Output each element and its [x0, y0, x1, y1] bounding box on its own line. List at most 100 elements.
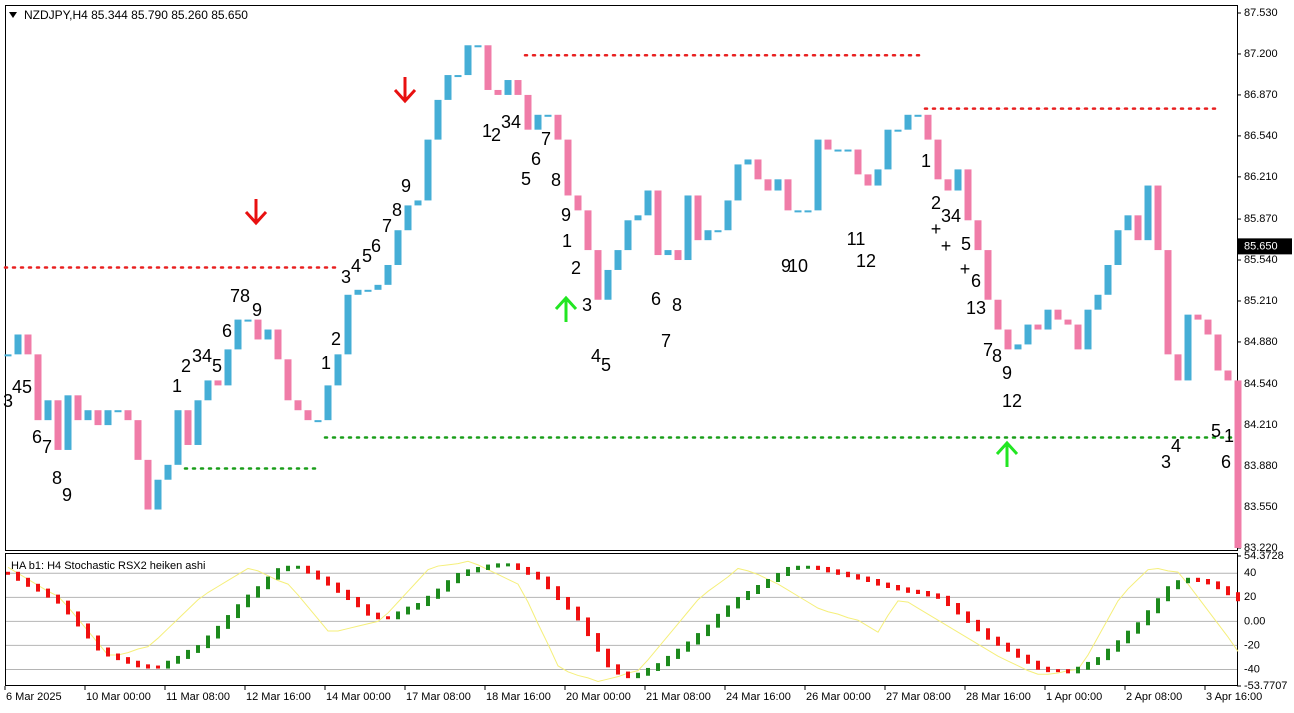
candle [504, 80, 512, 95]
count-label: 6 [371, 236, 381, 256]
count-label: 5 [362, 246, 372, 266]
count-label: 8 [551, 170, 561, 190]
y-tick-label: 83.880 [1244, 460, 1278, 472]
x-tick-label: 12 Mar 16:00 [246, 691, 311, 703]
count-label: 3 [341, 267, 351, 287]
candle [914, 114, 922, 117]
count-label: 7 [661, 331, 671, 351]
candle [704, 230, 712, 241]
y-tick-label: -40 [1244, 663, 1260, 675]
count-label: + [941, 236, 952, 256]
candle [204, 380, 212, 401]
candle [44, 400, 52, 421]
candle [654, 190, 662, 256]
candle [584, 210, 592, 251]
candle [414, 200, 422, 206]
candle [284, 359, 292, 401]
x-tick-label: 21 Mar 08:00 [646, 691, 711, 703]
count-label: 1 [321, 353, 331, 373]
count-label: 1 [1224, 426, 1234, 446]
y-tick-label: 87.530 [1244, 7, 1278, 19]
count-label: 34 [192, 346, 212, 366]
candle [1104, 264, 1112, 295]
count-label: 3 [582, 295, 592, 315]
y-tick-label: 86.210 [1244, 171, 1278, 183]
candle [864, 174, 872, 186]
y-tick-label: 84.540 [1244, 378, 1278, 390]
candle [344, 294, 352, 355]
count-label: 10 [788, 256, 808, 276]
candle [84, 410, 92, 421]
y-tick-label: 20 [1244, 591, 1256, 603]
candle [624, 220, 632, 251]
count-label: 8 [392, 200, 402, 220]
buy-arrow [554, 295, 1019, 467]
y-tick-label: 86.870 [1244, 89, 1278, 101]
count-label: 6 [32, 427, 42, 447]
count-label: 1 [921, 151, 931, 171]
y-tick-label: 85.870 [1244, 213, 1278, 225]
last-price-label: 85.650 [1244, 240, 1278, 252]
count-label: 12 [1002, 391, 1022, 411]
candle [274, 329, 282, 360]
count-label: 5 [521, 169, 531, 189]
candle [74, 395, 82, 421]
x-tick-label: 24 Mar 16:00 [726, 691, 791, 703]
candle [614, 250, 622, 270]
count-label: 2 [491, 125, 501, 145]
candle [494, 89, 502, 95]
candle [154, 479, 162, 510]
x-tick-label: 10 Mar 00:00 [86, 691, 151, 703]
y-tick-label: 86.540 [1244, 130, 1278, 142]
count-label: 5 [212, 356, 222, 376]
candle [1204, 319, 1212, 335]
x-tick-label: 14 Mar 00:00 [326, 691, 391, 703]
x-tick-label: 11 Mar 08:00 [166, 691, 230, 703]
candle [714, 230, 722, 233]
candle [924, 114, 932, 140]
candle [1184, 314, 1192, 381]
count-label: 6 [651, 289, 661, 309]
candle [554, 114, 562, 140]
x-tick-label: 20 Mar 00:00 [566, 691, 631, 703]
candle [1074, 324, 1082, 350]
count-label: 45 [12, 377, 32, 397]
candle [404, 205, 412, 231]
indicator-title: HA b1: H4 Stochastic RSX2 heiken ashi [11, 560, 205, 572]
main-frame [5, 5, 1238, 551]
candle [954, 169, 962, 191]
candle [964, 169, 972, 221]
candle [824, 139, 832, 150]
candle [374, 284, 382, 290]
x-tick-label: 17 Mar 08:00 [406, 691, 471, 703]
candle [524, 94, 532, 130]
candle [124, 410, 132, 421]
candle [594, 250, 602, 300]
count-label: 1 [172, 376, 182, 396]
count-label: 6 [222, 321, 232, 341]
count-label: 9 [1002, 363, 1012, 383]
menu-triangle[interactable] [9, 12, 17, 18]
candle [1234, 380, 1242, 548]
candle [894, 129, 902, 132]
candle [174, 410, 182, 465]
candle [184, 410, 192, 445]
candle [434, 99, 442, 140]
count-label: 9 [252, 300, 262, 320]
candle [1024, 324, 1032, 345]
candle [674, 250, 682, 261]
candle [1214, 334, 1222, 371]
count-label: 13 [966, 298, 986, 318]
candle [1124, 215, 1132, 231]
count-label: 7 [42, 437, 52, 457]
candle [904, 114, 912, 130]
candle [644, 190, 652, 216]
count-label: 8 [52, 468, 62, 488]
candle [474, 45, 482, 48]
candle [24, 334, 32, 355]
candle [54, 400, 62, 450]
candle [234, 319, 242, 350]
candle [754, 159, 762, 180]
candle [64, 395, 72, 450]
